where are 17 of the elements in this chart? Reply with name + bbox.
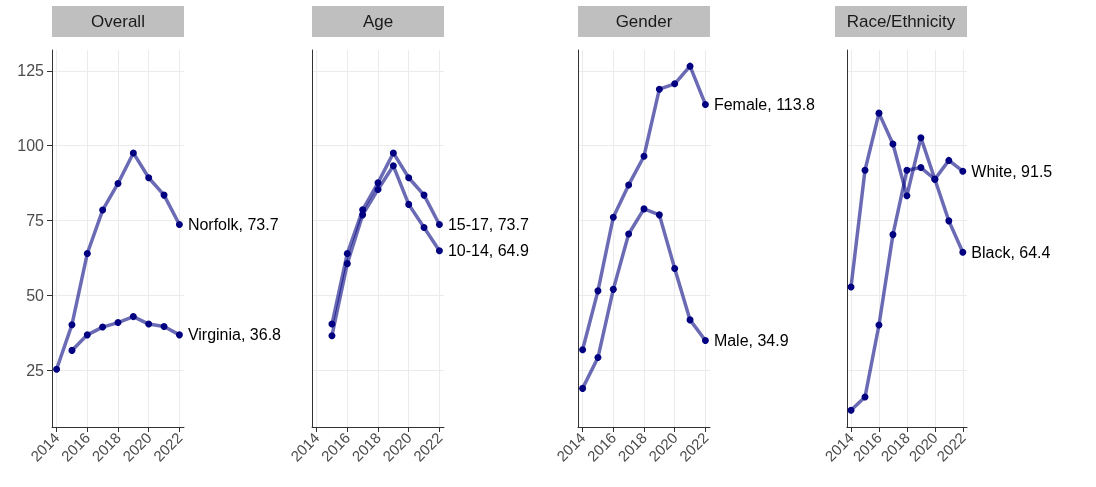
data-label: White, 91.5 bbox=[971, 162, 1053, 180]
data-label: Male, 34.9 bbox=[713, 332, 789, 350]
y-tick-label: 100 bbox=[17, 137, 45, 155]
data-label: 10-14, 64.9 bbox=[447, 242, 529, 260]
y-tick-label: 25 bbox=[26, 361, 45, 379]
y-tick-label: 75 bbox=[26, 212, 45, 230]
data-label: Norfolk, 73.7 bbox=[187, 215, 279, 233]
data-label: Female, 113.8 bbox=[713, 95, 816, 113]
data-label: Virginia, 36.8 bbox=[187, 326, 282, 344]
chart-title: Age bbox=[362, 12, 394, 31]
y-tick-label: 50 bbox=[26, 286, 45, 304]
chart-title: Overall bbox=[91, 12, 145, 31]
chart-title: Gender bbox=[615, 12, 673, 31]
chart-title: Race/Ethnicity bbox=[846, 12, 956, 31]
data-label: 15-17, 73.7 bbox=[447, 215, 529, 233]
y-tick-label: 125 bbox=[17, 62, 45, 80]
data-label: Black, 64.4 bbox=[971, 243, 1051, 261]
